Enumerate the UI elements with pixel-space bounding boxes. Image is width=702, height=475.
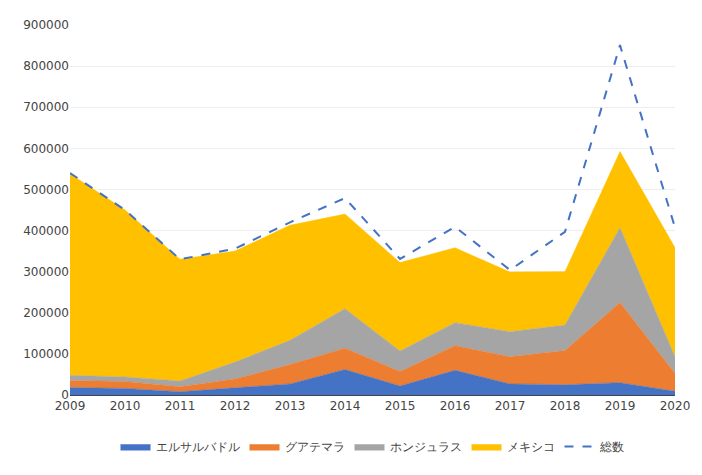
svg-text:2017: 2017: [495, 399, 526, 413]
svg-text:2019: 2019: [605, 399, 636, 413]
svg-text:メキシコ: メキシコ: [507, 440, 555, 454]
svg-text:2014: 2014: [330, 399, 361, 413]
svg-text:2011: 2011: [165, 399, 196, 413]
svg-text:200000: 200000: [23, 306, 69, 320]
svg-text:総数: 総数: [599, 440, 624, 454]
svg-text:300000: 300000: [23, 265, 69, 279]
svg-text:100000: 100000: [23, 347, 69, 361]
svg-text:900000: 900000: [23, 18, 69, 32]
svg-text:700000: 700000: [23, 100, 69, 114]
svg-text:400000: 400000: [23, 224, 69, 238]
svg-text:2010: 2010: [110, 399, 141, 413]
svg-text:グアテマラ: グアテマラ: [285, 440, 345, 454]
svg-text:エルサルバドル: エルサルバドル: [156, 440, 240, 454]
svg-text:0: 0: [61, 388, 69, 402]
svg-text:2016: 2016: [440, 399, 471, 413]
svg-text:500000: 500000: [23, 183, 69, 197]
svg-text:2018: 2018: [550, 399, 581, 413]
svg-text:800000: 800000: [23, 59, 69, 73]
svg-text:2013: 2013: [275, 399, 306, 413]
svg-text:2020: 2020: [660, 399, 691, 413]
svg-text:ホンジュラス: ホンジュラス: [390, 440, 462, 454]
svg-text:2015: 2015: [385, 399, 416, 413]
svg-text:600000: 600000: [23, 142, 69, 156]
svg-text:2012: 2012: [220, 399, 251, 413]
svg-text:2009: 2009: [55, 399, 86, 413]
